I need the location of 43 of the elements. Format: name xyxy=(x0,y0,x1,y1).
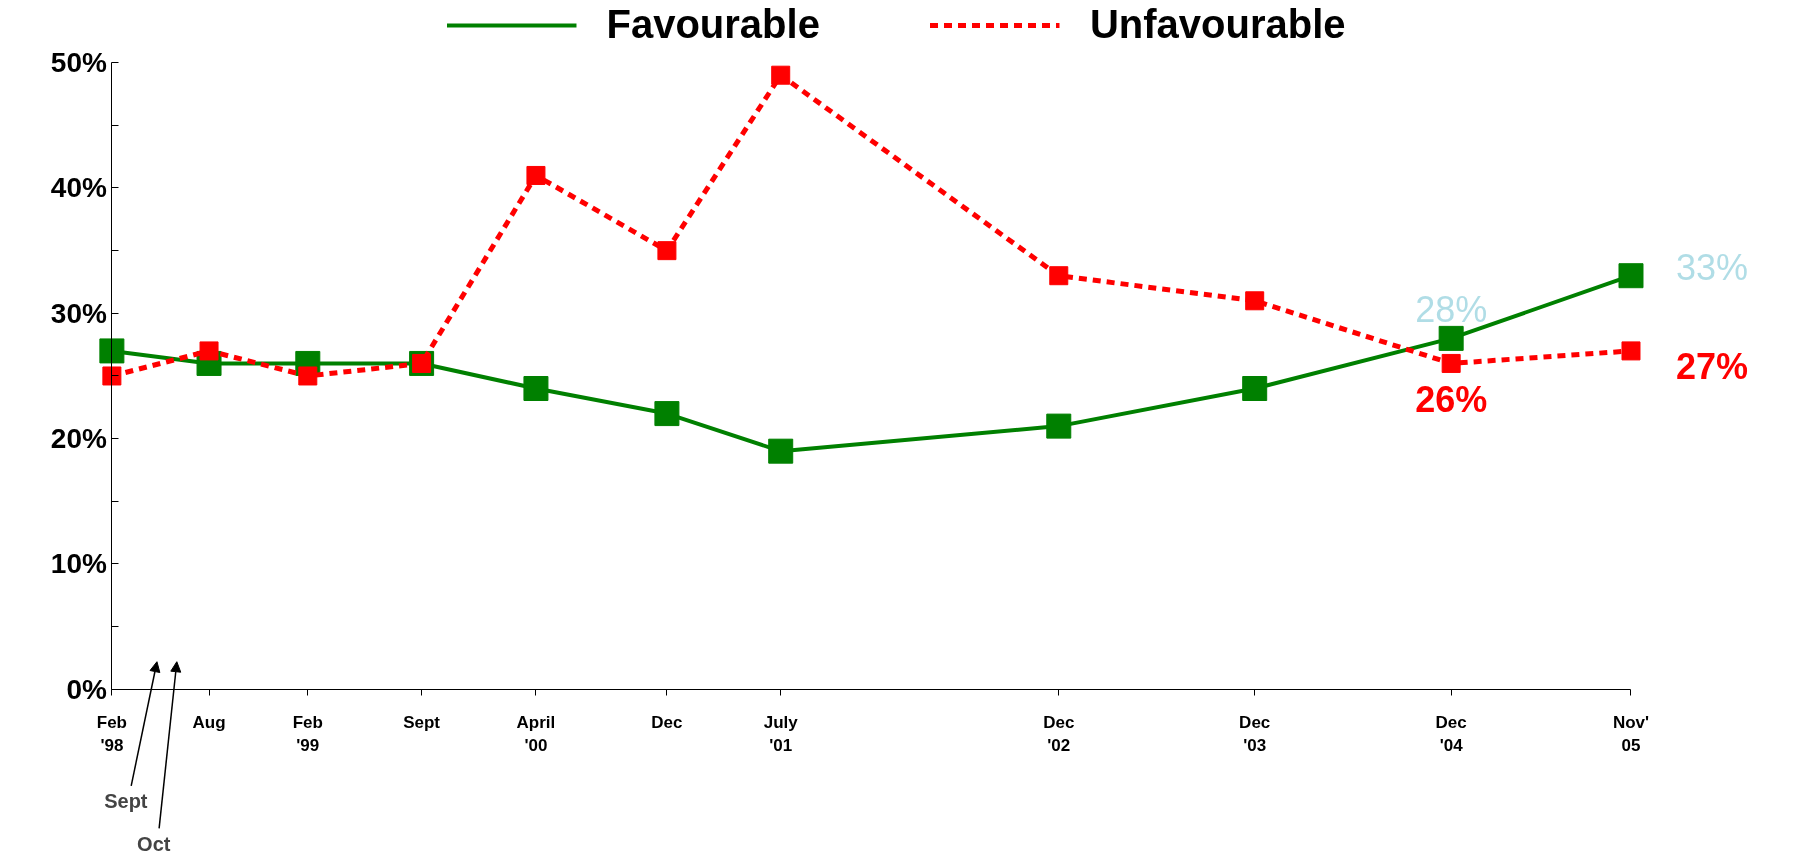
text: Sept xyxy=(104,790,148,813)
point xyxy=(1441,353,1461,373)
point xyxy=(523,376,549,402)
point xyxy=(102,366,122,386)
data-label: 27% xyxy=(1675,346,1749,388)
legend-label: Unfavourable xyxy=(1089,2,1346,47)
x-tick-label: Nov' 05 xyxy=(1612,713,1650,756)
x-tick-label: Dec '02 xyxy=(1043,713,1075,756)
x-tick-label: Dec '04 xyxy=(1435,713,1467,756)
x-tick-label: Feb '99 xyxy=(292,713,323,756)
y-tick-label: 40% xyxy=(50,172,107,204)
point xyxy=(1621,341,1641,361)
point xyxy=(1046,413,1072,439)
point xyxy=(1245,291,1265,311)
x-tick-label: Dec '03 xyxy=(1239,713,1271,756)
x-tick-label: April '00 xyxy=(516,713,556,756)
x-tick-label: Aug xyxy=(192,713,226,733)
point xyxy=(1049,266,1069,286)
point xyxy=(99,338,125,364)
x-tick-label: July '01 xyxy=(763,713,799,756)
point xyxy=(657,241,677,261)
text: Oct xyxy=(137,832,171,855)
data-label: 28% xyxy=(1415,289,1488,331)
point xyxy=(654,401,680,427)
point xyxy=(771,65,791,85)
y-tick-label: 10% xyxy=(50,548,107,580)
data-label: 33% xyxy=(1675,247,1749,289)
point xyxy=(298,366,318,386)
y-tick-label: 0% xyxy=(66,673,107,705)
legend-label: Favourable xyxy=(606,2,820,47)
point xyxy=(1618,263,1644,289)
x-tick-label: Feb '98 xyxy=(96,713,127,756)
point xyxy=(1438,325,1464,351)
x-tick-label: Dec xyxy=(651,713,683,733)
y-tick-label: 30% xyxy=(50,297,107,329)
data-label: 26% xyxy=(1415,379,1488,421)
point xyxy=(526,165,546,185)
point xyxy=(1242,376,1268,402)
y-tick-label: 50% xyxy=(50,47,107,79)
x-tick-label: Sept xyxy=(403,713,441,733)
y-tick-label: 20% xyxy=(50,423,107,455)
point xyxy=(768,438,794,464)
point xyxy=(199,341,219,361)
